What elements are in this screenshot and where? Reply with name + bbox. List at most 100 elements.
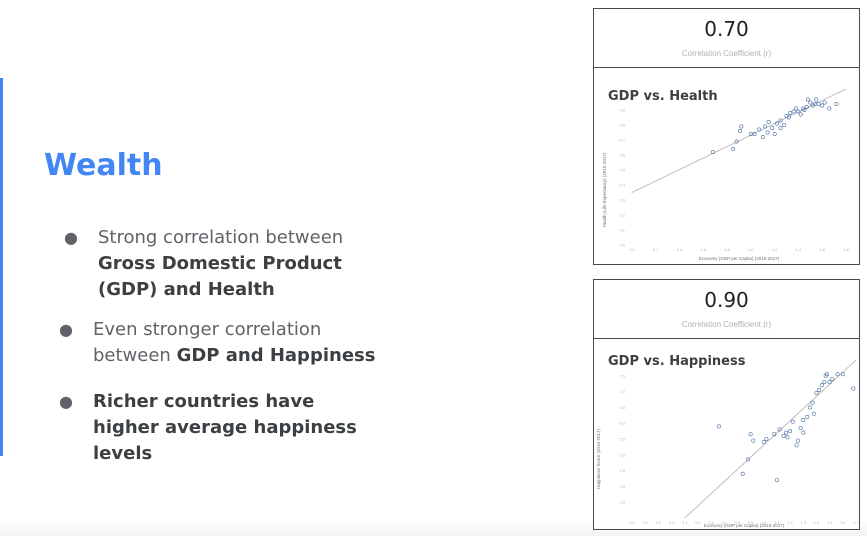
x-tick-label: 0.3 — [669, 520, 675, 525]
regression-line — [684, 359, 857, 519]
x-tick-label: 1.5 — [827, 520, 833, 525]
data-point — [731, 147, 736, 152]
x-tick-label: 1.2 — [787, 520, 793, 525]
correlation-label: Correlation Coefficient (r) — [681, 49, 772, 58]
data-point — [819, 383, 824, 388]
x-tick-label: 0.0 — [629, 247, 635, 252]
data-point — [801, 106, 806, 111]
x-tick-label: 1.7 — [853, 520, 859, 525]
data-point — [851, 386, 856, 391]
data-point — [822, 380, 827, 385]
data-point — [790, 419, 795, 424]
regression-line — [631, 88, 847, 193]
gdp-health-scatter-plot: GDP vs. Health 0.0 0.2 0.4 0.6 0.8 1.0 1.2 1.4 1.… — [602, 88, 850, 261]
x-tick-label: 0.1 — [642, 520, 648, 525]
data-point — [825, 372, 830, 377]
x-tick-label: 0.7 — [721, 520, 727, 525]
data-point — [835, 372, 840, 377]
data-point — [794, 106, 799, 111]
data-point — [765, 130, 770, 135]
data-point — [764, 437, 769, 442]
card-header: 0.70 Correlation Coefficient (r) — [594, 9, 859, 68]
y-tick-label: 6.5 — [619, 405, 625, 410]
data-point — [766, 119, 771, 124]
bullet-item-2: ● Even stronger correlation between GDP … — [59, 317, 403, 369]
data-point — [761, 440, 766, 445]
x-tick-label: 1.4 — [814, 520, 820, 525]
data-point — [811, 411, 816, 416]
y-tick-label: 0.3 — [619, 198, 625, 203]
x-tick-label: 1.4 — [796, 247, 802, 252]
x-tick-label: 1.8 — [843, 247, 849, 252]
data-point — [739, 124, 744, 129]
data-point — [840, 372, 845, 377]
y-tick-label: 0.6 — [619, 153, 625, 158]
bullet-dot-icon: ● — [64, 228, 78, 247]
data-point — [740, 471, 745, 476]
bullet-1-bold: Gross Domestic Product (GDP) and Health — [98, 253, 342, 300]
x-tick-label: 1.6 — [819, 247, 825, 252]
data-point — [794, 443, 799, 448]
data-point — [782, 122, 787, 127]
data-point — [786, 115, 791, 120]
data-point — [796, 438, 801, 443]
bullet-2-text: Even stronger correlation between — [93, 319, 322, 366]
data-point — [814, 97, 819, 102]
correlation-label: Correlation Coefficient (r) — [681, 320, 772, 329]
x-tick-label: 1.1 — [774, 520, 780, 525]
data-point — [781, 433, 786, 438]
data-point — [752, 132, 757, 137]
x-tick-label: 0.6 — [708, 520, 714, 525]
y-tick-label: 4.0 — [619, 484, 625, 489]
bullet-dot-icon: ● — [59, 320, 73, 339]
x-tick-label: 0.5 — [695, 520, 701, 525]
y-tick-label: 0.0 — [619, 243, 625, 248]
data-point — [801, 418, 806, 423]
data-point — [808, 100, 813, 105]
x-tick-label: 1.0 — [761, 520, 767, 525]
data-point — [796, 109, 801, 114]
data-point — [778, 118, 783, 123]
data-point — [751, 438, 756, 443]
x-tick-label: 0.6 — [701, 247, 707, 252]
correlation-value: 0.70 — [704, 17, 749, 41]
x-tick-label: 1.3 — [801, 520, 807, 525]
data-point — [834, 101, 839, 106]
y-tick-label: 7.0 — [619, 389, 625, 394]
bullet-3-bold: Richer countries have higher average hap… — [93, 391, 357, 464]
y-tick-label: 7.5 — [619, 373, 625, 378]
data-point — [734, 139, 739, 144]
x-tick-label: 0.2 — [653, 247, 659, 252]
y-tick-label: 0.2 — [619, 213, 625, 218]
data-point — [814, 391, 819, 396]
data-point — [830, 376, 835, 381]
data-point — [791, 109, 796, 114]
x-tick-label: 0.4 — [682, 520, 688, 525]
data-point — [788, 110, 793, 115]
x-tick-label: 1.6 — [840, 520, 846, 525]
data-point — [738, 128, 743, 133]
x-tick-label: 0.0 — [629, 520, 635, 525]
data-point — [788, 429, 793, 434]
y-tick-label: 5.0 — [619, 452, 625, 457]
x-axis-label: Economy (GDP per Capita) (2015-2017) — [704, 523, 785, 528]
data-point — [760, 135, 765, 140]
y-tick-label: 0.9 — [619, 108, 625, 113]
x-tick-label: 0.8 — [735, 520, 741, 525]
data-point — [820, 103, 825, 108]
data-point — [798, 425, 803, 430]
bullet-1-text: Strong correlation between — [98, 227, 344, 248]
data-point — [778, 125, 783, 130]
gdp-happiness-card: 0.90 Correlation Coefficient (r) GDP vs.… — [593, 279, 860, 530]
data-point — [775, 121, 780, 126]
data-point — [827, 106, 832, 111]
data-point — [770, 125, 775, 130]
y-axis-label: Health (Life Expectancy) (2015-2017) — [602, 152, 607, 227]
data-point — [757, 127, 762, 132]
y-tick-label: 0.4 — [619, 183, 625, 188]
y-tick-label: 4.5 — [619, 468, 625, 473]
data-point — [745, 457, 750, 462]
data-point — [748, 432, 753, 437]
x-axis-label: Economy (GDP per Capita) (2015-2017) — [699, 256, 780, 261]
bullet-2-bold: GDP and Happiness — [176, 345, 376, 366]
